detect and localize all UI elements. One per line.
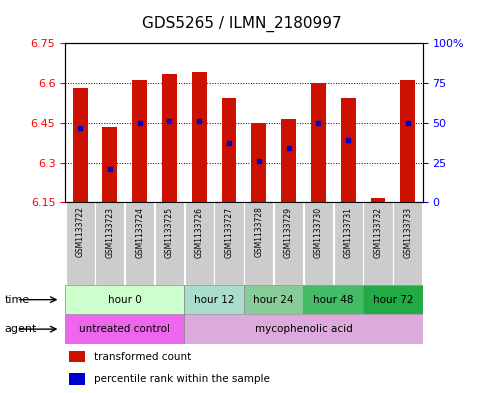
Text: time: time [5,295,30,305]
Text: GSM1133730: GSM1133730 [314,207,323,258]
Text: hour 12: hour 12 [194,295,234,305]
Text: GSM1133723: GSM1133723 [105,207,114,257]
Bar [65,314,185,344]
Text: mycophenolic acid: mycophenolic acid [255,324,353,334]
Bar [303,285,363,314]
Bar [192,72,207,202]
Text: transformed count: transformed count [94,351,191,362]
Bar [334,202,363,285]
Text: GSM1133726: GSM1133726 [195,207,204,257]
Text: GSM1133729: GSM1133729 [284,207,293,257]
Bar [69,373,85,384]
Bar [102,127,117,202]
Bar [363,202,393,285]
Bar [72,88,87,202]
Bar [281,119,296,202]
Bar [69,351,85,362]
Text: GSM1133724: GSM1133724 [135,207,144,257]
Text: percentile rank within the sample: percentile rank within the sample [94,374,270,384]
Text: untreated control: untreated control [79,324,170,334]
Bar [185,202,214,285]
Text: GSM1133722: GSM1133722 [76,207,85,257]
Bar [185,314,423,344]
Bar [400,80,415,202]
Text: GSM1133727: GSM1133727 [225,207,233,257]
Text: GSM1133731: GSM1133731 [344,207,353,257]
Text: GDS5265 / ILMN_2180997: GDS5265 / ILMN_2180997 [142,16,341,32]
Bar [222,97,237,202]
Bar [363,285,423,314]
Bar [95,202,125,285]
Bar [341,97,355,202]
Bar [185,285,244,314]
Bar [251,123,266,202]
Text: GSM1133725: GSM1133725 [165,207,174,257]
Text: GSM1133733: GSM1133733 [403,207,412,258]
Text: hour 0: hour 0 [108,295,142,305]
Bar [155,202,184,285]
Text: hour 48: hour 48 [313,295,354,305]
Bar [304,202,333,285]
Bar [244,202,273,285]
Bar [311,83,326,202]
Bar [214,202,243,285]
Text: GSM1133732: GSM1133732 [373,207,383,257]
Bar [370,198,385,202]
Text: GSM1133728: GSM1133728 [255,207,263,257]
Text: hour 72: hour 72 [372,295,413,305]
Bar [162,74,177,202]
Bar [132,80,147,202]
Bar [66,202,95,285]
Text: agent: agent [5,324,37,334]
Bar [125,202,154,285]
Text: hour 24: hour 24 [254,295,294,305]
Bar [274,202,303,285]
Bar [393,202,422,285]
Bar [244,285,303,314]
Bar [65,285,185,314]
